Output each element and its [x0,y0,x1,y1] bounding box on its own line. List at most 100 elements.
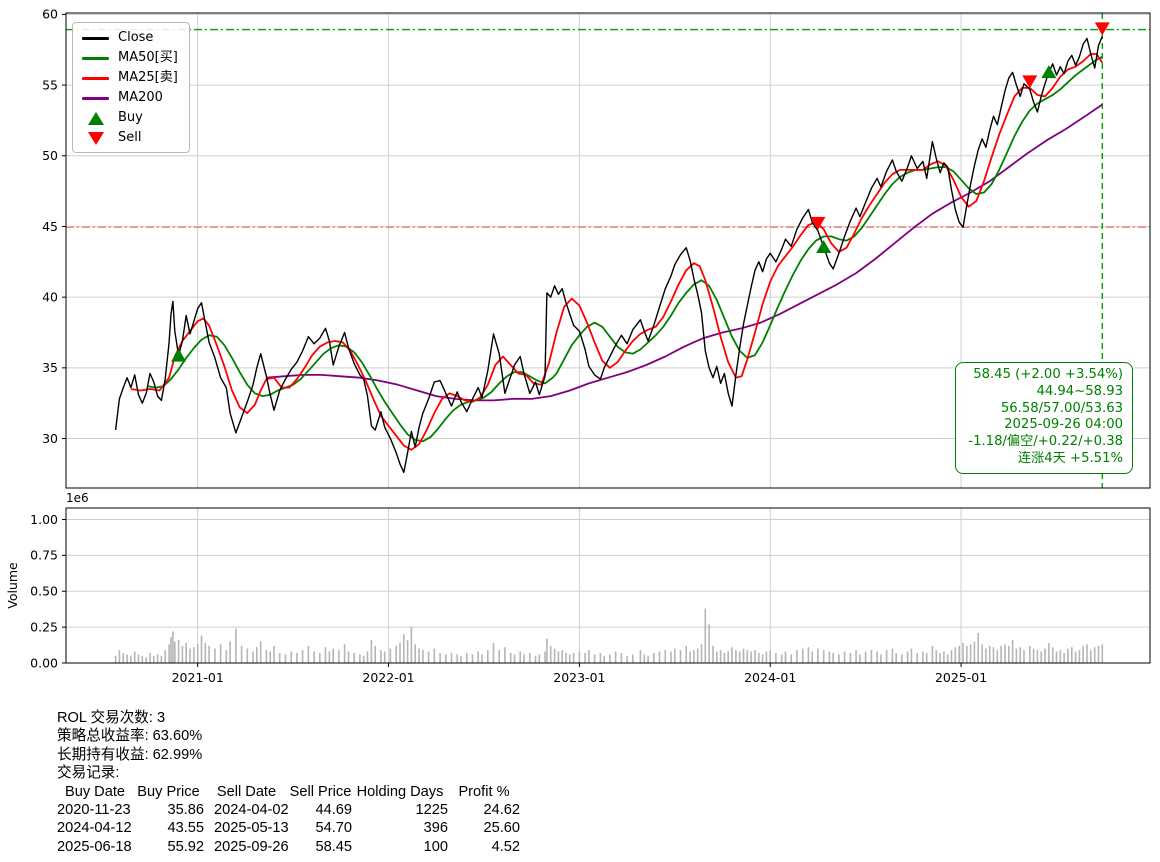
volume-bar [1015,648,1018,663]
volume-bar [133,651,136,663]
volume-bar [578,651,581,663]
volume-bar [359,654,361,663]
volume-bar [193,647,195,663]
annotation-streak-line: 连涨4天 +5.51% [1017,450,1123,466]
volume-bar [742,648,745,663]
volume-bar [301,650,304,663]
volume-y-tick-label: 1.00 [30,512,58,527]
main-y-tick-label: 45 [42,219,58,234]
volume-bar [422,650,424,663]
main-y-tick-label: 30 [42,431,58,446]
volume-bar [670,651,672,663]
volume-bar [1044,648,1046,663]
volume-bar [891,648,894,663]
volume-bar [584,653,586,663]
volume-bar [1032,648,1035,663]
volume-multiplier-label: 1e6 [66,491,89,505]
volume-bar [319,653,321,663]
volume-bar [471,654,474,663]
volume-bar [685,645,687,663]
volume-bar [477,651,479,663]
volume-bar [679,650,682,663]
volume-bar [828,651,831,663]
volume-bar [639,650,642,663]
x-axis-tick-label: 2021-01 [172,670,224,685]
volume-y-tick-label: 0.25 [30,619,58,634]
sell-triangle-icon [82,131,109,145]
volume-bar [450,653,453,663]
sell-marker [1022,75,1038,89]
main-y-tick-label: 35 [42,360,58,375]
legend-item-ma50: MA50[买] [82,50,178,66]
col-sell-date: Sell Date [216,783,277,800]
annotation-datetime-line: 2025-09-26 04:00 [1004,417,1123,433]
volume-bar [439,653,441,663]
volume-bar [925,653,928,663]
volume-bar [529,653,531,663]
volume-bar [704,608,707,663]
volume-bar [738,651,741,663]
volume-bar [1048,642,1050,663]
sell-marker [810,216,826,230]
legend: Close MA50[买] MA25[卖] MA200 Buy Sell [72,22,190,153]
volume-bar [170,637,172,663]
volume-bar [735,650,737,663]
volume-bar [534,655,537,663]
volume-bar [1074,651,1077,663]
volume-bar [149,653,151,663]
volume-axis-label: Volume [5,562,20,609]
trade-count-text: ROL 交易次数: 3 [57,710,166,726]
volume-bar [689,651,691,663]
volume-bar [328,651,331,663]
close-line [114,36,1103,474]
col-holding-days: Holding Days [356,783,444,800]
volume-bar [406,640,409,663]
volume-bar [366,651,369,663]
annotation-bias-line: -1.18/偏空/+0.22/+0.38 [968,434,1123,450]
volume-bar [765,651,768,663]
volume-bar [399,642,401,663]
volume-bar [395,645,397,663]
volume-bar [498,650,500,663]
main-y-tick-label: 50 [42,148,58,163]
volume-bar [1008,645,1010,663]
volume-bar [1067,648,1069,663]
volume-bar [204,642,207,663]
quote-annotation-box: 58.45 (+2.00 +3.54%) 44.94~58.93 56.58/5… [955,362,1133,474]
volume-bars [114,608,1104,664]
volume-bar [885,650,888,663]
volume-bar [1023,650,1025,663]
volume-bar [859,654,861,663]
volume-bar [609,654,611,663]
volume-bar [700,644,703,663]
volume-bar [658,651,661,663]
volume-bar [696,648,699,663]
volume-bar [519,651,521,663]
volume-bar [626,655,628,663]
legend-item-close: Close [82,30,178,46]
volume-bar [817,648,819,663]
volume-bar [761,654,764,663]
volume-bar [1040,651,1042,663]
volume-bar [122,653,125,663]
volume-bar [538,654,541,663]
volume-bar [708,624,710,664]
volume-bar [553,648,556,663]
strategy-stats: ROL 交易次数: 3 策略总收益率: 63.60% 长期持有收益: 62.99… [57,709,520,856]
volume-bar [177,640,180,663]
volume-bar [259,641,262,663]
volume-bar [712,645,714,663]
volume-bar [370,640,373,663]
legend-label-buy: Buy [118,110,143,125]
volume-bar [214,648,216,663]
volume-bar [593,654,596,663]
volume-bar [1036,650,1039,663]
volume-bar [614,651,617,663]
legend-item-buy: Buy [82,110,178,126]
volume-bar [1086,644,1088,663]
trade-table-header: Buy Date Buy Price Sell Date Sell Price … [57,783,520,801]
volume-bar [374,645,376,663]
close-line-sample [82,36,109,40]
volume-bar [338,650,340,663]
